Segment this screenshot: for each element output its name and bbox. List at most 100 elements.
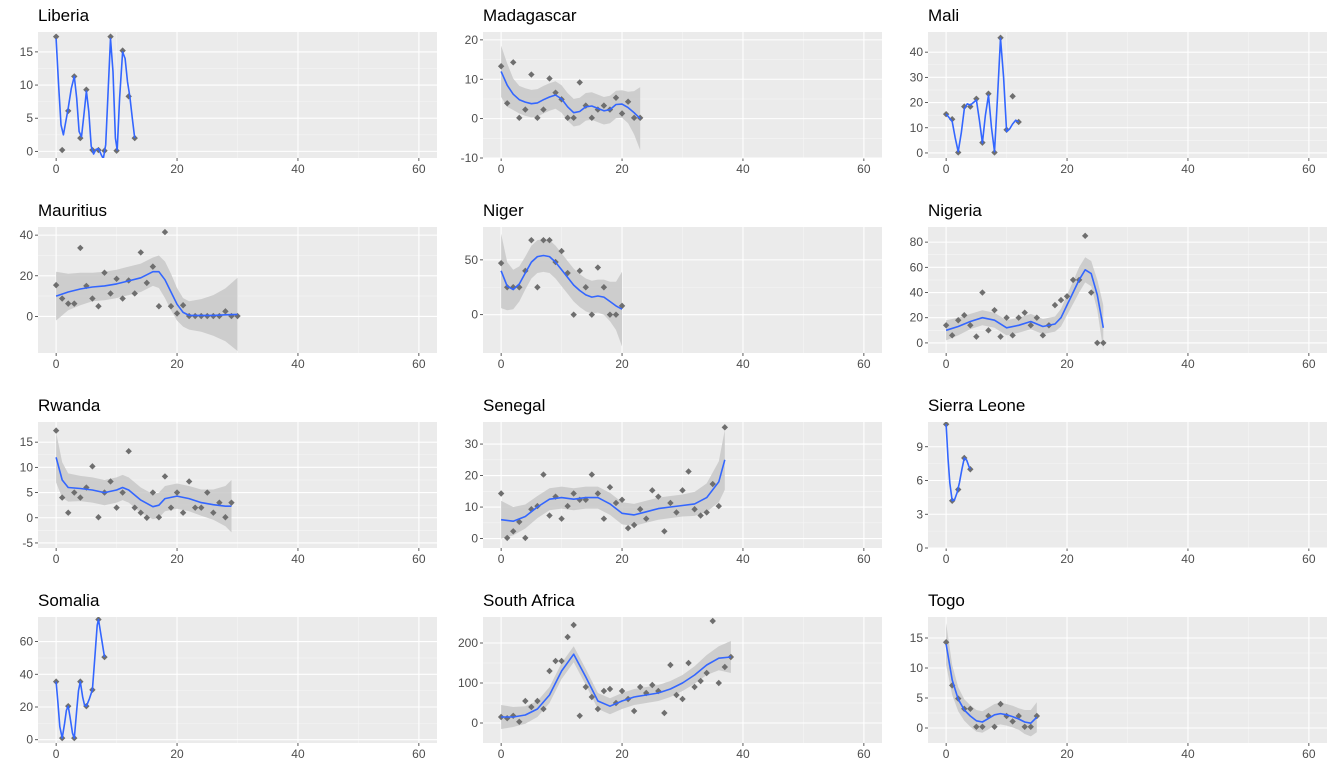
data-point: [564, 502, 571, 510]
data-point: [137, 249, 144, 256]
x-tick-label: 20: [615, 552, 629, 566]
chart-panel: Senegal 0 20 40 60 0 10 20 30: [445, 390, 890, 585]
panel-title: Madagascar: [483, 6, 577, 25]
y-tick-label: 60: [910, 260, 924, 274]
confidence-ribbon: [501, 45, 641, 151]
data-point: [655, 687, 662, 695]
y-tick-label: -5: [22, 536, 33, 550]
data-point: [600, 687, 608, 695]
x-tick-label: 20: [170, 552, 184, 566]
y-tick-label: 5: [26, 111, 33, 125]
x-tick-label: 40: [291, 552, 305, 566]
data-point: [1009, 93, 1016, 100]
y-tick-label: 100: [458, 676, 478, 690]
x-tick-label: 60: [857, 357, 871, 371]
smooth-line: [500, 254, 623, 310]
data-point: [679, 695, 686, 703]
data-point: [95, 514, 102, 521]
data-point: [143, 279, 151, 287]
data-point: [155, 303, 163, 310]
data-point: [1088, 289, 1095, 296]
panel-title: Liberia: [38, 6, 90, 25]
data-point: [143, 514, 151, 521]
data-point: [1094, 339, 1101, 347]
data-point: [546, 667, 553, 675]
data-point: [606, 685, 614, 693]
data-point: [558, 657, 565, 665]
data-point: [77, 494, 84, 501]
data-point: [709, 480, 716, 488]
data-point: [612, 311, 620, 318]
smooth-line: [501, 653, 731, 718]
x-tick-label: 20: [170, 162, 184, 176]
y-tick-label: 10: [20, 460, 34, 474]
data-point: [564, 269, 571, 277]
y-tick-label: 5: [26, 486, 33, 500]
smooth-line: [55, 457, 232, 508]
smooth-line: [945, 37, 1020, 153]
x-tick-label: 20: [615, 747, 629, 761]
data-point: [582, 683, 589, 691]
y-tick-label: 0: [916, 146, 923, 160]
y-tick-label: 30: [465, 437, 479, 451]
y-tick-label: 60: [20, 635, 34, 649]
data-point: [497, 259, 505, 267]
y-tick-label: 20: [20, 269, 34, 283]
data-point: [522, 697, 529, 705]
y-tick-label: 40: [20, 667, 34, 681]
data-point: [528, 506, 535, 513]
y-tick-label: 0: [471, 112, 478, 126]
x-tick-label: 0: [943, 162, 950, 176]
y-tick-label: 200: [458, 636, 478, 650]
data-point: [528, 236, 535, 244]
data-point: [58, 295, 66, 302]
x-tick-label: 0: [53, 162, 60, 176]
chart-svg: 0 20 40 60 -5 0 5 10 15: [20, 422, 437, 566]
data-point: [552, 657, 559, 665]
y-tick-label: 0: [471, 308, 478, 322]
data-point: [697, 677, 704, 685]
data-point: [497, 490, 505, 497]
data-point: [667, 499, 674, 507]
data-point: [83, 86, 90, 93]
x-tick-label: 40: [1181, 357, 1195, 371]
data-point: [155, 514, 163, 521]
x-tick-label: 0: [53, 552, 60, 566]
data-point: [503, 100, 511, 107]
panel-title: Sierra Leone: [928, 396, 1026, 415]
data-point: [721, 663, 729, 671]
data-point: [630, 707, 638, 715]
data-point: [661, 709, 668, 717]
x-tick-label: 60: [412, 162, 426, 176]
data-point: [83, 282, 90, 290]
panel-title: Niger: [483, 201, 524, 220]
data-point: [588, 693, 596, 701]
y-tick-label: 20: [910, 311, 924, 325]
data-point: [1009, 718, 1016, 725]
data-point: [942, 639, 950, 646]
data-point: [612, 94, 620, 101]
y-tick-label: 0: [916, 721, 923, 735]
x-tick-label: 40: [736, 357, 750, 371]
data-point: [198, 504, 205, 511]
data-point: [52, 33, 60, 40]
smooth-line: [501, 459, 726, 522]
x-tick-label: 20: [1060, 357, 1074, 371]
x-tick-label: 0: [943, 357, 950, 371]
data-point: [173, 489, 181, 496]
data-point: [179, 302, 187, 309]
chart-panel: Liberia 0 20 40 60 0 5 10 15: [0, 0, 445, 195]
data-point: [149, 489, 157, 496]
data-point: [113, 147, 120, 154]
y-tick-label: 40: [910, 45, 924, 59]
x-tick-label: 40: [1181, 552, 1195, 566]
data-point: [715, 502, 722, 510]
data-point: [216, 499, 223, 506]
data-point: [497, 63, 505, 70]
data-point: [576, 267, 583, 275]
chart-svg: 0 20 40 60 0 5 10 15: [910, 617, 1327, 761]
data-point: [564, 114, 571, 122]
data-point: [679, 487, 686, 494]
data-point: [546, 236, 553, 244]
chart-panel: Niger 0 20 40 60 0 50: [445, 195, 890, 390]
